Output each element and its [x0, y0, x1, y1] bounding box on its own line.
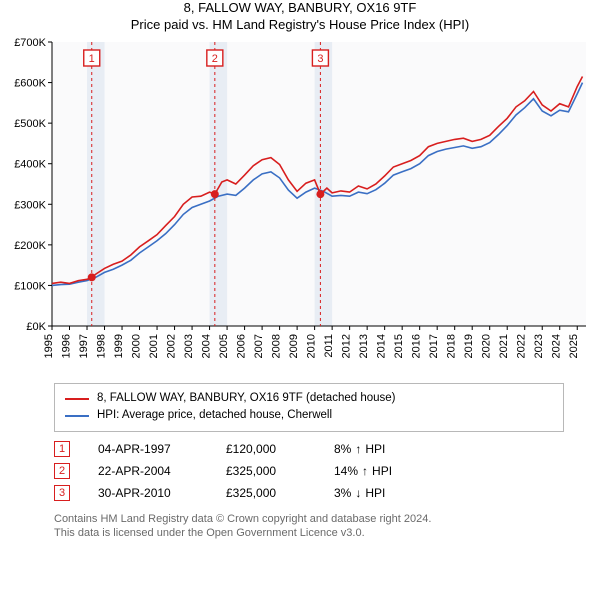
svg-text:1: 1 [89, 53, 95, 65]
transaction-marker: 3 [54, 485, 70, 501]
svg-text:2010: 2010 [306, 334, 318, 358]
chart-title: 8, FALLOW WAY, BANBURY, OX16 9TF [0, 0, 600, 15]
transaction-date: 30-APR-2010 [98, 486, 198, 500]
svg-text:2021: 2021 [498, 334, 510, 358]
svg-text:£400K: £400K [14, 159, 46, 171]
transaction-price: £120,000 [226, 442, 306, 456]
footnote-line-1: Contains HM Land Registry data © Crown c… [54, 512, 564, 527]
svg-text:2009: 2009 [288, 334, 300, 358]
svg-text:1996: 1996 [61, 334, 73, 358]
transaction-price: £325,000 [226, 486, 306, 500]
svg-text:2020: 2020 [481, 334, 493, 358]
svg-text:2000: 2000 [131, 334, 143, 358]
svg-text:2022: 2022 [516, 334, 528, 358]
svg-text:1999: 1999 [113, 334, 125, 358]
transaction-marker: 2 [54, 463, 70, 479]
svg-text:2007: 2007 [253, 334, 265, 358]
svg-text:1995: 1995 [43, 334, 55, 358]
svg-text:2016: 2016 [411, 334, 423, 358]
transaction-row: 1 04-APR-1997 £120,000 8%↑HPI [54, 438, 564, 460]
legend-item: 8, FALLOW WAY, BANBURY, OX16 9TF (detach… [65, 390, 553, 407]
transaction-delta: 8%↑HPI [334, 442, 424, 456]
svg-text:2006: 2006 [236, 334, 248, 358]
svg-text:2017: 2017 [428, 334, 440, 358]
svg-text:£300K: £300K [14, 199, 46, 211]
svg-text:2008: 2008 [271, 334, 283, 358]
legend-label: 8, FALLOW WAY, BANBURY, OX16 9TF (detach… [97, 390, 396, 407]
marker-dot-1 [88, 273, 96, 281]
svg-text:2014: 2014 [376, 334, 388, 358]
svg-text:2018: 2018 [446, 334, 458, 358]
svg-text:2024: 2024 [551, 334, 563, 358]
transaction-delta: 3%↓HPI [334, 486, 424, 500]
line-chart: £0K £100K £200K £300K £400K £500K £600K £700K 19… [0, 38, 600, 368]
chart-subtitle: Price paid vs. HM Land Registry's House … [0, 17, 600, 32]
svg-text:£600K: £600K [14, 78, 46, 90]
legend-label: HPI: Average price, detached house, Cher… [97, 407, 332, 424]
svg-text:£100K: £100K [14, 280, 46, 292]
footnote: Contains HM Land Registry data © Crown c… [54, 512, 564, 542]
svg-text:£700K: £700K [14, 38, 46, 49]
arrow-up-icon: ↑ [362, 464, 368, 478]
svg-text:2023: 2023 [533, 334, 545, 358]
svg-text:2015: 2015 [393, 334, 405, 358]
svg-text:£0K: £0K [26, 321, 46, 333]
svg-text:2013: 2013 [358, 334, 370, 358]
svg-text:2005: 2005 [218, 334, 230, 358]
svg-text:£500K: £500K [14, 118, 46, 130]
marker-dot-2 [211, 190, 219, 198]
svg-text:2019: 2019 [463, 334, 475, 358]
legend-swatch [65, 398, 89, 400]
transaction-date: 22-APR-2004 [98, 464, 198, 478]
marker-dot-3 [316, 190, 324, 198]
svg-text:2012: 2012 [341, 334, 353, 358]
transaction-date: 04-APR-1997 [98, 442, 198, 456]
transactions-table: 1 04-APR-1997 £120,000 8%↑HPI 2 22-APR-2004 £3… [54, 438, 564, 504]
arrow-down-icon: ↓ [355, 486, 361, 500]
svg-text:2004: 2004 [201, 334, 213, 358]
svg-text:2011: 2011 [323, 334, 335, 358]
svg-text:2: 2 [212, 53, 218, 65]
transaction-marker: 1 [54, 441, 70, 457]
chart-area: £0K £100K £200K £300K £400K £500K £600K £700K 19… [0, 38, 600, 373]
svg-text:2001: 2001 [148, 334, 160, 358]
transaction-row: 2 22-APR-2004 £325,000 14%↑HPI [54, 460, 564, 482]
svg-text:2002: 2002 [166, 334, 178, 358]
transaction-row: 3 30-APR-2010 £325,000 3%↓HPI [54, 482, 564, 504]
svg-text:1998: 1998 [96, 334, 108, 358]
svg-text:1997: 1997 [78, 334, 90, 358]
svg-text:2025: 2025 [568, 334, 580, 358]
svg-text:2003: 2003 [183, 334, 195, 358]
arrow-up-icon: ↑ [355, 442, 361, 456]
legend-item: HPI: Average price, detached house, Cher… [65, 407, 553, 424]
svg-text:£200K: £200K [14, 240, 46, 252]
svg-text:3: 3 [317, 53, 323, 65]
transaction-delta: 14%↑HPI [334, 464, 424, 478]
legend-swatch [65, 415, 89, 417]
legend: 8, FALLOW WAY, BANBURY, OX16 9TF (detach… [54, 383, 564, 432]
transaction-price: £325,000 [226, 464, 306, 478]
footnote-line-2: This data is licensed under the Open Gov… [54, 526, 564, 541]
